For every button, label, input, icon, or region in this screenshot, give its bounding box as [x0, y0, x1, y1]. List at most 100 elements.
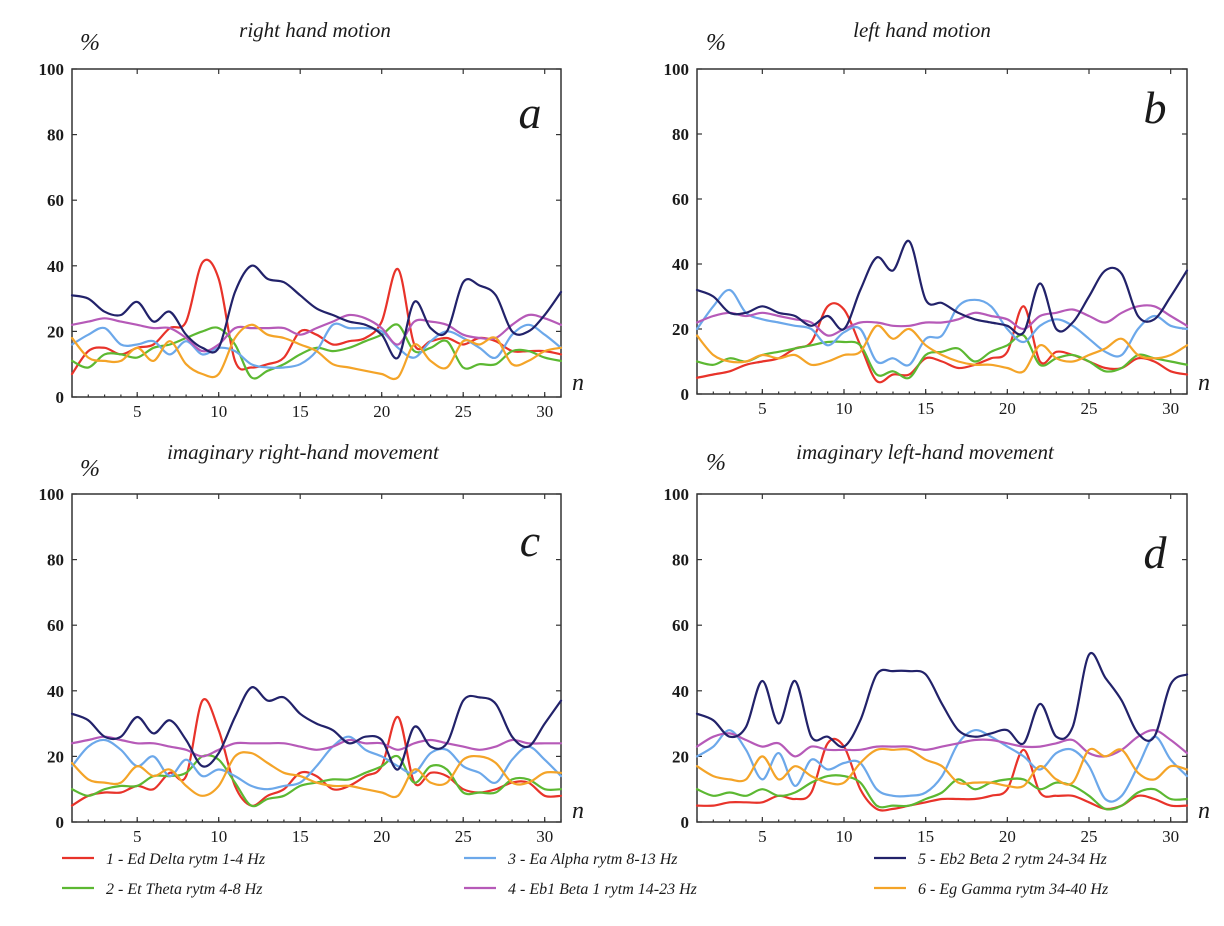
x-tick-label: 30 — [1162, 399, 1179, 418]
y-tick-label: 80 — [47, 126, 64, 145]
x-tick-label: 20 — [373, 827, 390, 846]
y-tick-label: 60 — [672, 616, 689, 635]
plot-frame — [696, 493, 1188, 823]
series-line-beta1 — [70, 313, 563, 353]
series-line-alpha — [695, 728, 1189, 803]
legend: 1 - Ed Delta rytm 1-4 Hz 2 - Et Theta ry… — [62, 851, 1109, 898]
series-line-theta — [695, 774, 1189, 811]
y-tick-label: 0 — [681, 813, 690, 832]
legend-label-beta1: 4 - Eb1 Beta 1 rytm 14-23 Hz — [508, 881, 698, 898]
legend-item-gamma: 6 - Eg Gamma rytm 34-40 Hz — [874, 881, 1109, 898]
chart-title: imaginary left-hand movement — [796, 440, 1055, 464]
series-line-delta — [70, 698, 563, 807]
legend-label-delta: 1 - Ed Delta rytm 1-4 Hz — [106, 851, 266, 868]
y-tick-label: 40 — [47, 682, 64, 701]
y-tick-label: 0 — [56, 813, 65, 832]
panel-letter: c — [520, 515, 540, 566]
y-tick-label: 100 — [39, 485, 65, 504]
chart-panel-d: imaginary left-hand movement% 0 20 40 60 80 10… — [664, 440, 1211, 846]
x-axis-label: n — [572, 798, 584, 824]
y-tick-label: 80 — [672, 551, 689, 570]
x-tick-label: 10 — [210, 402, 227, 421]
legend-label-alpha: 3 - Ea Alpha rytm 8-13 Hz — [507, 851, 678, 868]
chart-title: imaginary right-hand movement — [167, 440, 440, 464]
series-line-beta2 — [70, 264, 563, 360]
series-line-theta — [695, 333, 1189, 380]
series-line-gamma — [70, 751, 563, 799]
chart-panel-c: imaginary right-hand movement% 0 20 40 60 80 1… — [39, 440, 585, 846]
x-tick-label: 15 — [917, 399, 934, 418]
y-tick-label: 20 — [672, 320, 689, 339]
panel-letter: b — [1144, 82, 1167, 133]
x-tick-label: 20 — [373, 402, 390, 421]
x-tick-label: 5 — [758, 399, 767, 418]
plot-frame — [71, 493, 562, 823]
legend-item-delta: 1 - Ed Delta rytm 1-4 Hz — [62, 851, 266, 868]
chart-title: left hand motion — [853, 18, 991, 42]
series-line-alpha — [70, 735, 563, 791]
x-tick-label: 25 — [1081, 399, 1098, 418]
x-axis-label: n — [572, 370, 584, 396]
y-tick-label: 100 — [39, 60, 65, 79]
y-axis-unit: % — [706, 450, 726, 476]
y-tick-label: 20 — [47, 322, 64, 341]
x-axis-label: n — [1198, 798, 1210, 824]
chart-panel-b: left hand motion% 0 20 40 60 80 100 5 10 15 20 25 30… — [664, 18, 1211, 418]
y-tick-label: 40 — [672, 255, 689, 274]
x-tick-label: 30 — [536, 827, 553, 846]
x-tick-label: 25 — [455, 827, 472, 846]
y-tick-label: 60 — [672, 190, 689, 209]
x-tick-label: 15 — [292, 827, 309, 846]
series-line-beta1 — [695, 304, 1189, 337]
x-tick-label: 25 — [455, 402, 472, 421]
x-axis-label: n — [1198, 370, 1210, 396]
panel-letter: a — [519, 87, 542, 138]
x-tick-label: 20 — [999, 399, 1016, 418]
legend-label-theta: 2 - Et Theta rytm 4-8 Hz — [106, 881, 263, 898]
series-line-gamma — [70, 323, 563, 381]
legend-item-alpha: 3 - Ea Alpha rytm 8-13 Hz — [464, 851, 678, 868]
legend-item-theta: 2 - Et Theta rytm 4-8 Hz — [62, 881, 263, 898]
legend-item-beta1: 4 - Eb1 Beta 1 rytm 14-23 Hz — [464, 881, 698, 898]
y-tick-label: 100 — [664, 485, 690, 504]
series-line-theta — [70, 323, 563, 380]
x-tick-label: 10 — [210, 827, 227, 846]
chart-panel-a: right hand motion% 0 20 40 60 80 100 5 10 15 20 25 3… — [39, 18, 585, 421]
y-tick-label: 60 — [47, 191, 64, 210]
panel-letter: d — [1144, 527, 1168, 578]
y-tick-label: 0 — [681, 385, 690, 404]
y-tick-label: 60 — [47, 616, 64, 635]
x-tick-label: 30 — [536, 402, 553, 421]
y-tick-label: 100 — [664, 60, 690, 79]
x-tick-label: 10 — [836, 827, 853, 846]
y-tick-label: 80 — [47, 551, 64, 570]
y-tick-label: 40 — [672, 682, 689, 701]
chart-title: right hand motion — [239, 18, 391, 42]
legend-label-gamma: 6 - Eg Gamma rytm 34-40 Hz — [918, 881, 1109, 898]
x-tick-label: 15 — [292, 402, 309, 421]
x-tick-label: 5 — [758, 827, 767, 846]
x-tick-label: 30 — [1162, 827, 1179, 846]
y-tick-label: 40 — [47, 257, 64, 276]
series-line-beta2 — [70, 686, 563, 771]
y-axis-unit: % — [706, 30, 726, 56]
x-tick-label: 5 — [133, 402, 142, 421]
series-line-beta2 — [695, 651, 1189, 749]
series-line-beta1 — [70, 735, 563, 758]
series-line-gamma — [695, 324, 1189, 374]
y-tick-label: 0 — [56, 388, 65, 407]
x-tick-label: 20 — [999, 827, 1016, 846]
series-line-gamma — [695, 747, 1189, 789]
plot-frame — [696, 68, 1188, 395]
x-tick-label: 15 — [917, 827, 934, 846]
x-tick-label: 10 — [836, 399, 853, 418]
legend-label-beta2: 5 - Eb2 Beta 2 rytm 24-34 Hz — [918, 851, 1108, 868]
y-axis-unit: % — [80, 30, 100, 56]
y-tick-label: 20 — [672, 747, 689, 766]
x-tick-label: 5 — [133, 827, 142, 846]
series-line-alpha — [695, 288, 1189, 367]
series-line-beta2 — [695, 239, 1189, 336]
y-tick-label: 20 — [47, 747, 64, 766]
